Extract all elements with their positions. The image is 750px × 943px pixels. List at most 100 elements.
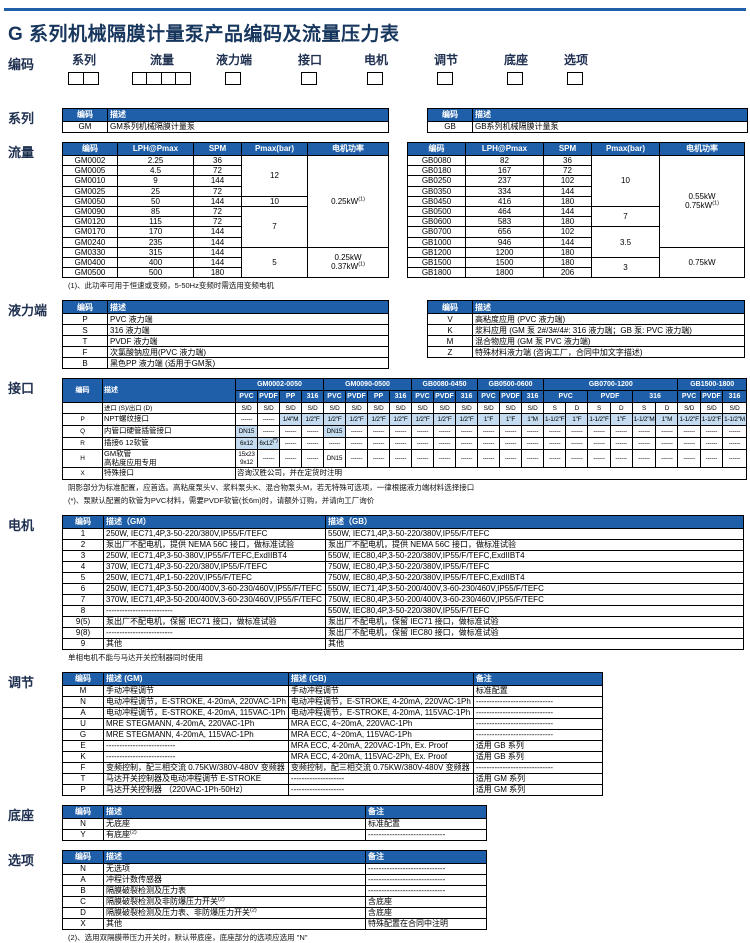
header-cell: PVDF — [699, 390, 724, 404]
cell: 750W, IEC80,4P,3-50-200/400V,3-60-230/46… — [325, 593, 744, 606]
cell: S/D — [235, 402, 258, 415]
cell: 泵出厂不配电机，保留 IEC71 接口，做标准试验 — [325, 615, 744, 628]
cell: ------ — [257, 413, 280, 427]
cell: GB0350 — [407, 185, 466, 197]
table-row: D 隔膜破裂检测及压力表、非防爆压力开关(2) 含底座 — [62, 906, 487, 919]
cell: 237 — [465, 175, 544, 187]
cell: 206 — [543, 267, 592, 279]
section-flow: 流量 编码 LPH@Pmax SPM Pmax(bar) 电机功率 GM0002 2.25 3… — [0, 142, 750, 291]
table-row: V 高粘度应用 (PVC 液力端) — [427, 313, 745, 326]
cell: GM0500 — [62, 267, 118, 279]
table-row: S 316 液力端 — [62, 324, 389, 337]
cell: A — [62, 706, 104, 719]
cell: -------------------- — [287, 772, 474, 785]
cell: 3.5 — [591, 226, 660, 258]
cell: ----------------------------- — [365, 873, 487, 886]
table-row: GM0240 235 144 — [62, 236, 389, 248]
cell: 50 — [117, 195, 194, 207]
cell: S/D — [521, 402, 544, 415]
flow-footnote: (1)、此功率可用于恒速或变频，5-50Hz变频时需选用变频电机 — [68, 281, 274, 291]
cell: GB0600 — [407, 216, 466, 228]
cell: N — [62, 695, 104, 708]
cell: 10 — [241, 195, 308, 207]
cell: N — [62, 862, 104, 875]
cell: 12 — [241, 155, 308, 197]
table-row: GB1800 1800 206 — [407, 267, 745, 279]
hydraulic-table-left: 编码 描述 P PVC 液力端 S 316 液力端 T PVDF 液力端 F 次氯酸钠应用(PVC… — [62, 300, 389, 370]
coding-boxes — [64, 72, 104, 85]
cell: ------ — [699, 437, 724, 451]
section-series: 系列 编码 描述 GM GM系列机械隔膜计量泵 编码 描述 GB GB系列机械隔膜计量泵 — [0, 108, 750, 133]
coding-group-1: 流量 — [126, 51, 198, 85]
cell: 6x12 — [235, 437, 258, 451]
cell: 500 — [117, 267, 194, 279]
table-row: GB0450 416 180 — [407, 195, 745, 207]
coding-boxes — [208, 72, 260, 85]
cell: GM0170 — [62, 226, 118, 238]
cell: ------ — [587, 425, 611, 439]
cell: S — [587, 402, 611, 415]
table-row: GM0120 115 72 — [62, 216, 389, 228]
cell: E — [62, 739, 104, 752]
cell: 手动冲程调节 — [103, 684, 289, 697]
cell: 0.25kW 0.37kW(1) — [307, 246, 389, 279]
cell: Y — [62, 828, 104, 841]
table-row: GB0350 334 144 — [407, 185, 745, 197]
cell: S/D — [499, 402, 522, 415]
cell: -------------------------- — [103, 739, 289, 752]
table-row: GM GM系列机械隔膜计量泵 — [62, 121, 389, 133]
cell: 隔膜破裂检测及非防爆压力开关(2) — [103, 895, 366, 908]
header-cell: 编码 — [62, 514, 104, 529]
cell: ------ — [565, 425, 589, 439]
cell: ------ — [345, 425, 368, 439]
cell: ----------------------------- — [365, 828, 487, 841]
cell: 36 — [193, 154, 242, 167]
cell: 1 — [62, 527, 104, 540]
cell: MRE STEGMANN, 4-20mA, 220VAC-1Ph — [103, 717, 289, 730]
coding-boxes — [494, 72, 538, 85]
cell: F — [62, 761, 104, 774]
cell: S — [631, 402, 657, 415]
cell: ------ — [235, 413, 258, 427]
coding-boxes — [354, 72, 398, 85]
cell: 次氯酸钠应用(PVC 液力端) — [107, 346, 389, 359]
header-cell: 编码 — [427, 108, 473, 122]
header-cell: 描述 — [107, 300, 389, 315]
table-row: 编码 描述 备注 — [62, 804, 487, 819]
code-box — [367, 72, 384, 85]
cell: GB1800 — [407, 267, 466, 279]
cell: GM0025 — [62, 185, 118, 197]
cell: ------ — [542, 449, 567, 468]
header-cell: 描述 — [107, 108, 389, 122]
cell: 1-1/2"F — [699, 413, 724, 427]
cell: 15x23 9x12 — [235, 449, 258, 468]
cell: ------ — [655, 425, 679, 439]
coding-group-7: 选项 — [554, 51, 598, 85]
code-box — [567, 72, 584, 85]
header-cell: SPM — [543, 142, 592, 156]
flow-label: 流量 — [8, 145, 35, 160]
header-cell: PVC — [677, 390, 701, 404]
cell: 特殊接口 — [102, 466, 236, 480]
table-row: GB1000 946 144 — [407, 236, 745, 248]
coding-group-0: 系列 — [64, 51, 104, 85]
coding-group-4: 电机 — [354, 51, 398, 85]
cell: 180 — [543, 246, 592, 258]
cell: ------ — [677, 425, 701, 439]
cell: ------ — [722, 425, 747, 439]
table-row: U MRE STEGMANN, 4-20mA, 220VAC-1Ph MRA ECC… — [62, 717, 603, 730]
cell: GM — [62, 121, 108, 133]
cell: 高粘度应用 (PVC 液力端) — [472, 313, 745, 326]
base-label: 底座 — [8, 807, 35, 823]
cell: 马达开关控制器及电动冲程调节 E-STROKE — [103, 772, 289, 785]
cell: GM0090 — [62, 205, 118, 218]
cell: 特殊材料液力端 (咨询工厂，合同中加文字描述) — [472, 346, 745, 359]
cell: ------ — [722, 437, 747, 451]
table-row: Y 有底座(2) ----------------------------- — [62, 828, 487, 841]
coding-group-5: 调节 — [424, 51, 468, 85]
cell: 特殊配置在合同中注明 — [365, 917, 487, 930]
table-row: Q 内管口硬管插管接口 DN15 ------ ------ ------ DN15 ----… — [62, 425, 747, 439]
cell: 750W, IEC80,4P,3-50-220/380V,IP55/F/TEFC… — [325, 571, 744, 584]
cell: ------ — [655, 437, 679, 451]
cell: 370W, IEC71,4P,3-50-220/380V,IP55/F/TEFC — [103, 560, 326, 573]
